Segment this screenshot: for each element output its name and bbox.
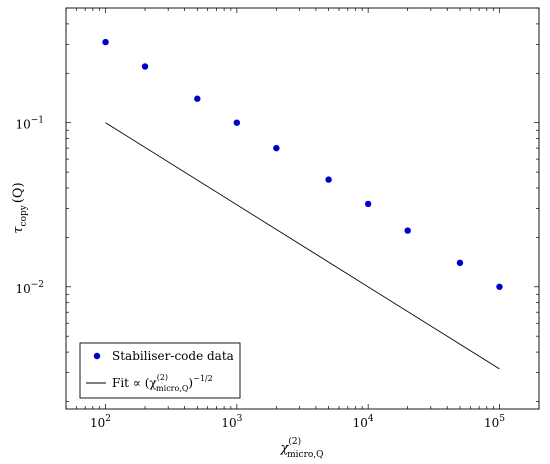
fit-line [105, 122, 500, 370]
y-tick-label-exp: −2 [31, 280, 44, 290]
y-tick-label: 10−1 [15, 116, 44, 132]
y-tick-label-exp: −1 [31, 116, 44, 126]
y-axis-label-rest: (Q) [11, 182, 26, 203]
data-point [233, 119, 241, 126]
y-axis-label-sub: copy [19, 204, 29, 226]
y-tick-label: 10−2 [15, 280, 44, 296]
x-tick-label-base: 10 [484, 416, 499, 430]
x-axis-label-sup: (2) [288, 436, 301, 447]
legend-marker-data [93, 352, 101, 360]
legend-label-data: Stabiliser-code data [112, 349, 234, 363]
x-tick-label: 105 [484, 414, 505, 430]
data-point [273, 144, 280, 152]
legend-fit-prefix: Fit ∝ (χ [112, 376, 157, 390]
x-axis-label-sub: micro,Q [287, 450, 323, 460]
data-point [496, 283, 503, 290]
data-point [102, 38, 109, 46]
data-point [364, 200, 372, 208]
y-axis-ticks: 10−210−1 [15, 7, 539, 402]
data-point [194, 95, 201, 102]
x-tick-label-exp: 2 [105, 414, 111, 424]
x-tick-label: 103 [221, 414, 242, 430]
x-tick-label-base: 10 [90, 416, 105, 430]
plot-marks [102, 38, 503, 370]
x-axis-label: χ(2) micro,Q [279, 436, 323, 460]
legend-fit-suffix: ) [188, 376, 193, 390]
x-tick-label: 104 [353, 414, 374, 430]
x-tick-label-exp: 3 [237, 414, 243, 424]
legend-label-fit: Fit ∝ (χ(2) micro,Q)−1/2 [112, 373, 213, 393]
legend-fit-sup: (2) [157, 373, 168, 382]
x-tick-label-base: 10 [221, 416, 236, 430]
data-point [404, 227, 411, 234]
y-tick-label-base: 10 [15, 282, 30, 296]
data-point [325, 176, 332, 183]
x-tick-label-exp: 5 [499, 414, 505, 424]
data-point [456, 259, 464, 267]
x-tick-label-base: 10 [353, 416, 368, 430]
y-axis-label-main: τ [11, 226, 26, 234]
x-axis-ticks: 102 103 104 105 [65, 8, 540, 430]
x-tick-label: 102 [90, 414, 111, 430]
legend: Stabiliser-code data Fit ∝ (χ(2) micro,Q)… [79, 342, 241, 399]
legend-fit-exp: −1/2 [193, 374, 213, 383]
x-tick-label-exp: 4 [368, 414, 374, 424]
y-tick-label-base: 10 [15, 118, 30, 132]
data-point [141, 63, 149, 70]
legend-fit-sub: micro,Q [156, 384, 189, 393]
legend-box [79, 342, 241, 399]
x-axis-label-main: χ [279, 441, 289, 456]
y-axis-label: τcopy(Q) [11, 182, 29, 233]
